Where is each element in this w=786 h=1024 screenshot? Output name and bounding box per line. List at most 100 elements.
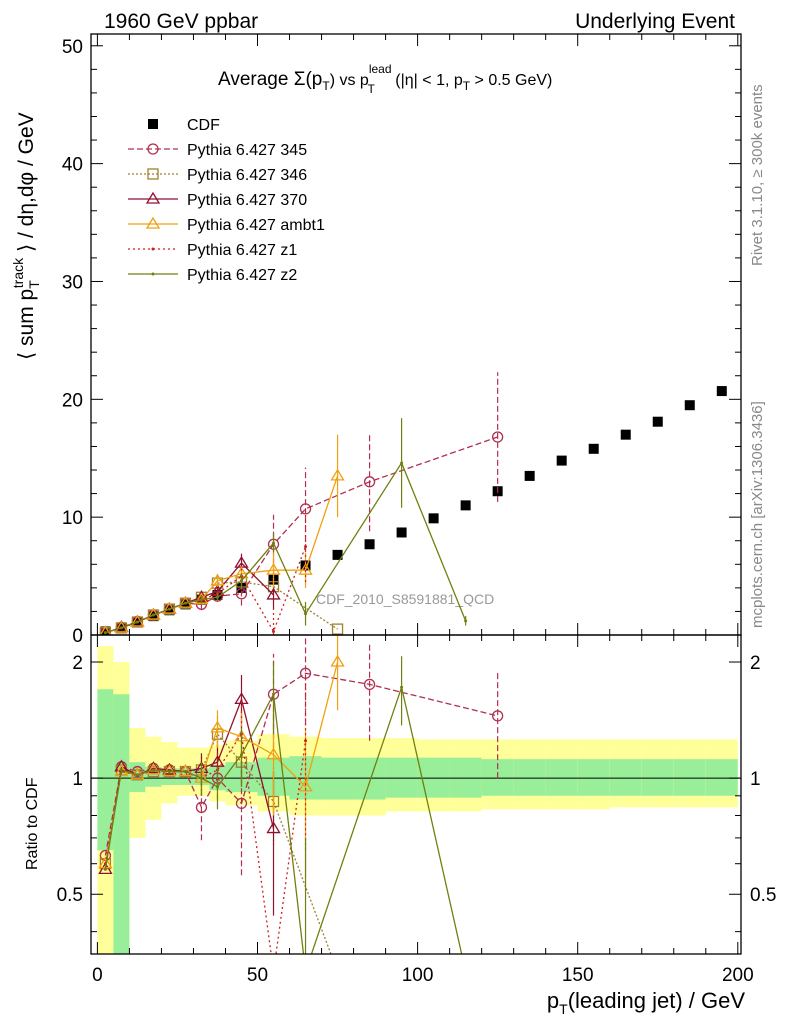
ratio-tick-label-right: 0.5 (750, 885, 776, 906)
ratio-point-pythia-6-427-z2 (167, 770, 171, 774)
legend-label-pythia-6-427-ambt1: Pythia 6.427 ambt1 (187, 217, 325, 234)
x-tick-label: 0 (92, 965, 103, 986)
y-tick-label: 40 (62, 155, 83, 176)
data-point-pythia-6-427-z1 (304, 545, 308, 549)
data-point-cdf (716, 386, 727, 397)
data-point-cdf (332, 549, 343, 560)
ratio-point-pythia-6-427-ambt1 (298, 779, 313, 792)
ratio-point-pythia-6-427-346 (333, 967, 343, 977)
data-point-cdf (100, 626, 111, 635)
stat-band-bin (113, 694, 130, 954)
stat-band-bin (97, 689, 114, 851)
stat-band-bin (513, 759, 546, 796)
data-point-cdf (556, 455, 567, 466)
ratio-tick-label-left: 0.5 (57, 885, 83, 906)
analysis-watermark: CDF_2010_S8591881_QCD (316, 591, 494, 607)
legend-marker-pythia-6-427-z1 (151, 247, 155, 251)
x-tick-label: 200 (722, 965, 754, 986)
stat-band-bin (673, 759, 706, 796)
ratio-point-pythia-6-427-ambt1 (178, 764, 193, 777)
ratio-point-pythia-6-427-345 (299, 667, 312, 679)
data-point-cdf (588, 443, 599, 454)
y-tick-label: 30 (62, 272, 83, 293)
data-point-pythia-6-427-z2 (135, 620, 139, 624)
ratio-point-pythia-6-427-z2 (151, 768, 155, 772)
data-point-pythia-6-427-z2 (119, 626, 123, 630)
stat-band-bin (545, 759, 578, 796)
ratio-point-pythia-6-427-345 (363, 678, 376, 691)
ratio-line-pythia-6-427-z2 (104, 684, 463, 954)
ratio-point-pythia-6-427-z2 (119, 768, 123, 772)
ratio-point-pythia-6-427-z1 (304, 739, 308, 743)
ratio-point-pythia-6-427-370 (98, 862, 113, 875)
data-point-pythia-6-427-z2 (183, 601, 187, 605)
y-tick-label: 20 (62, 390, 83, 411)
data-point-pythia-6-427-z2 (215, 595, 219, 599)
x-tick-label: 150 (562, 965, 594, 986)
stat-band-bin (577, 759, 610, 796)
y-tick-label: 50 (62, 37, 83, 58)
ratio-point-pythia-6-427-370 (266, 821, 281, 834)
legend-marker-pythia-6-427-ambt1 (145, 216, 161, 229)
legend-marker-pythia-6-427-346 (147, 168, 159, 180)
data-point-pythia-6-427-z1 (272, 629, 276, 633)
ratio-point-pythia-6-427-ambt1 (162, 764, 177, 777)
stat-band-bin (705, 759, 738, 796)
legend-marker-cdf (148, 119, 158, 129)
data-point-pythia-6-427-346 (331, 623, 344, 635)
ratio-point-pythia-6-427-345 (492, 710, 504, 722)
data-point-pythia-6-427-ambt1 (210, 573, 225, 586)
ratio-point-pythia-6-427-ambt1 (210, 720, 225, 733)
ratio-point-pythia-6-427-z2 (272, 692, 276, 696)
data-point-cdf (396, 527, 407, 538)
ratio-point-pythia-6-427-ambt1 (266, 747, 281, 760)
ratio-frame (90, 634, 742, 955)
data-point-cdf (460, 500, 471, 511)
legend-marker-pythia-6-427-345 (147, 143, 159, 155)
data-point-cdf (364, 539, 375, 550)
ratio-point-pythia-6-427-370 (234, 692, 249, 705)
data-point-pythia-6-427-z2 (239, 579, 243, 583)
data-point-pythia-6-427-z2 (103, 631, 107, 635)
ratio-point-pythia-6-427-z2 (464, 970, 467, 973)
ratio-point-pythia-6-427-z2 (199, 776, 203, 780)
data-point-pythia-6-427-ambt1 (266, 562, 281, 575)
ratio-point-pythia-6-427-z2 (239, 753, 243, 757)
ratio-point-pythia-6-427-ambt1 (146, 762, 161, 775)
ratio-point-pythia-6-427-370 (146, 761, 161, 774)
data-point-pythia-6-427-z2 (272, 541, 276, 545)
ratio-tick-label-right: 2 (750, 653, 761, 674)
ratio-y-label: Ratio to CDF (24, 777, 41, 870)
data-point-cdf (620, 429, 631, 440)
legend-label-pythia-6-427-z2: Pythia 6.427 z2 (187, 267, 297, 284)
data-point-pythia-6-427-z2 (199, 598, 203, 602)
stat-band-bin (641, 759, 674, 796)
data-point-pythia-6-427-345 (299, 503, 312, 515)
ratio-point-pythia-6-427-z2 (135, 773, 139, 777)
data-point-pythia-6-427-z2 (167, 607, 171, 611)
legend-label-pythia-6-427-z1: Pythia 6.427 z1 (187, 242, 297, 259)
legend-marker-pythia-6-427-z2 (151, 272, 155, 276)
data-point-pythia-6-427-z2 (304, 612, 308, 616)
data-point-cdf (524, 470, 535, 481)
x-tick-label: 100 (402, 965, 434, 986)
x-axis-label: pT(leading jet) / GeV (547, 988, 745, 1017)
ratio-point-pythia-6-427-z2 (183, 770, 187, 774)
ratio-line-pythia-6-427-370 (104, 697, 275, 870)
legend-marker-pythia-6-427-370 (145, 191, 161, 204)
ratio-tick-label-left: 1 (72, 769, 83, 790)
ratio-point-pythia-6-427-z2 (400, 685, 404, 689)
ratio-point-pythia-6-427-370 (162, 762, 177, 775)
data-point-pythia-6-427-z2 (400, 461, 404, 465)
legend-label-pythia-6-427-345: Pythia 6.427 345 (187, 142, 307, 159)
y-tick-label: 0 (72, 626, 83, 647)
rivet-label: Rivet 3.1.10, ≥ 300k events (749, 84, 766, 266)
ratio-point-pythia-6-427-345 (235, 797, 248, 810)
y-tick-label: 10 (62, 508, 83, 529)
x-tick-label: 50 (247, 965, 268, 986)
ratio-tick-label-right: 1 (750, 769, 761, 790)
chart-title: Average Σ(pT) vs plead T (|η| < 1, pT > 0… (218, 62, 552, 96)
data-point-cdf (684, 400, 695, 411)
data-point-cdf (428, 513, 439, 524)
